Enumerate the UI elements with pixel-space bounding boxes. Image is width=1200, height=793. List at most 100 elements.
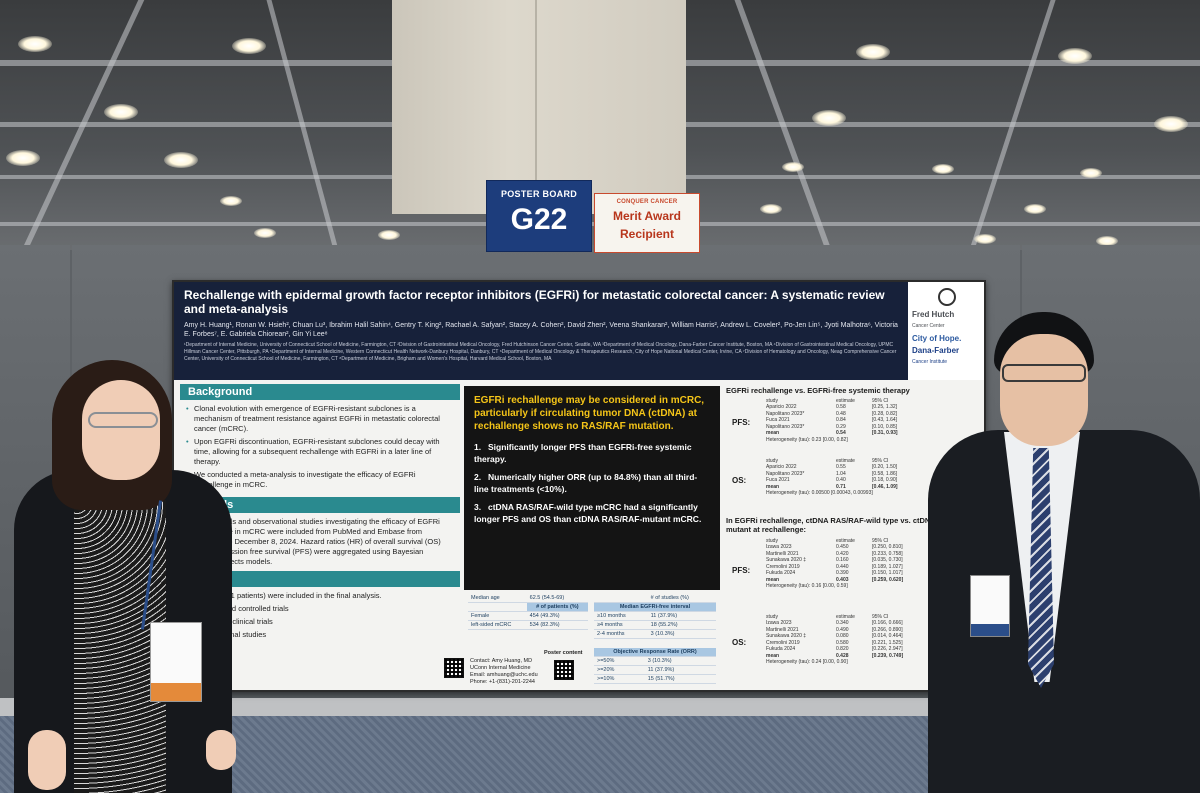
forest-columns: study estimate 95% CI xyxy=(766,398,889,404)
forest-row: Sunakawa 2020 ‡ 0.160 [0.035, 0.730] xyxy=(766,557,903,563)
table-cell: 11 (37.9%) xyxy=(647,611,716,621)
results-item: Single-arm clinical trials xyxy=(186,617,452,627)
ceiling-light xyxy=(1058,48,1092,64)
hand xyxy=(28,730,66,790)
table-cell: Median age xyxy=(468,594,527,603)
heterogeneity-note: Heterogeneity (tau): 0.16 [0.00, 0.59] xyxy=(766,583,848,589)
forest-2-pfs-table: study estimate 95% CI Izawa 2023 0.450 [0.25… xyxy=(766,538,946,590)
floor-trim xyxy=(0,698,1200,720)
contact-block: Contact: Amy Huang, MD UConn Internal Me… xyxy=(470,658,538,686)
forest-1-pfs-label: PFS: xyxy=(732,418,751,427)
forest-row: Martinelli 2021 0.490 [0.266, 0.890] xyxy=(766,626,903,633)
poster-header: Rechallenge with epidermal growth factor… xyxy=(174,282,908,380)
heterogeneity-note: Heterogeneity (tau): 0.00500 [0.00043, 0… xyxy=(766,490,873,496)
forest-row: Fukuda 2024 0.820 [0.226, 2.947] xyxy=(766,646,903,652)
forest-2-heading: In EGFRi rechallenge, ctDNA RAS/RAF-wild… xyxy=(726,516,974,534)
ceiling-light xyxy=(1154,116,1188,132)
ceiling-light xyxy=(974,234,996,244)
hand xyxy=(206,730,236,770)
poster-right-column: EGFRi rechallenge vs. EGFRi-free systemi… xyxy=(726,386,984,690)
results-item: Randomized controlled trials xyxy=(186,604,452,614)
forest-columns: study estimate 95% CI xyxy=(766,458,889,464)
name-badge xyxy=(970,575,1010,637)
table-cell: ≥10 months xyxy=(594,611,648,621)
ceiling-light xyxy=(812,110,846,126)
table-cell: 2-4 months xyxy=(594,629,648,639)
dana-farber-sub: Cancer Institute xyxy=(912,359,948,365)
fred-hutch-sub: Cancer Center xyxy=(912,323,945,329)
table-cell: 11 (37.9%) xyxy=(644,665,716,675)
key-finding-item: 2. Numerically higher ORR (up to 84.8%) t… xyxy=(474,472,698,494)
table-cell: >=50% xyxy=(594,656,645,666)
forest-row: Fuca 2021 0.84 [0.43, 1.64] xyxy=(766,417,898,423)
forest-columns: study estimate 95% CI xyxy=(766,538,889,544)
ceiling-light xyxy=(18,36,52,52)
forest-row: Napolitano 2023* 0.48 [0.28, 0.82] xyxy=(766,410,898,417)
table-header: # of studies (%) xyxy=(647,594,716,603)
merit-award-line2: Recipient xyxy=(619,227,674,241)
results-item: Observational studies xyxy=(186,630,452,640)
ceiling-light xyxy=(254,228,276,238)
glasses-icon xyxy=(1002,364,1086,382)
interval-table: # of studies (%) Median EGFRi-free inter… xyxy=(594,594,716,639)
ceiling-light xyxy=(1024,204,1046,214)
ceiling-light xyxy=(104,104,138,120)
background-bullet: We conducted a meta-analysis to investig… xyxy=(186,470,452,490)
forest-row: mean 0.71 [0.46, 1.09] xyxy=(766,483,898,490)
forest-row: Napolitano 2023* 0.29 [0.10, 0.85] xyxy=(766,423,898,430)
contact-line: Contact: Amy Huang, MD xyxy=(470,658,533,664)
key-findings-box: EGFRi rechallenge may be considered in m… xyxy=(464,386,720,590)
merit-org-logo: CONQUER CANCER xyxy=(616,199,678,205)
background-list: Clonal evolution with emergence of EGFRi… xyxy=(180,400,460,495)
background-heading: Background xyxy=(180,384,460,400)
forest-1-os-label: OS: xyxy=(732,476,747,485)
forest-row: Fuca 2021 0.40 [0.18, 0.90] xyxy=(766,477,898,483)
uconn-seal-icon xyxy=(938,288,956,306)
merit-award-line1: Merit Award xyxy=(612,209,681,223)
fred-hutch-logo: Fred Hutch xyxy=(912,310,955,319)
poster-authors: Amy H. Huang¹, Ronan W. Hsieh², Chuan Lu… xyxy=(184,322,898,338)
poster-middle-column: EGFRi rechallenge may be considered in m… xyxy=(464,386,722,690)
forest-row: Cremolini 2019 0.580 [0.221, 1.525] xyxy=(766,639,903,646)
institution-logos: Fred Hutch Cancer Center City of Hope. D… xyxy=(908,282,984,380)
contact-line: UConn Internal Medicine xyxy=(470,665,531,671)
forest-row: Sunakawa 2020 ‡ 0.080 [0.014, 0.464] xyxy=(766,633,903,639)
name-badge xyxy=(150,622,202,702)
poster-content-label: Poster content xyxy=(544,650,583,656)
forest-2-os-label: OS: xyxy=(732,638,747,647)
forest-row: Izawa 2023 0.340 [0.166, 0.666] xyxy=(766,620,903,626)
ceiling-light xyxy=(760,204,782,214)
heterogeneity-note: Heterogeneity (tau): 0.23 [0.00, 0.82] xyxy=(766,436,848,443)
table-cell: left-sided mCRC xyxy=(468,620,527,630)
forest-row: Martinelli 2021 0.420 [0.233, 0.758] xyxy=(766,550,903,557)
forest-row: Aparicio 2022 0.55 [0.20, 1.50] xyxy=(766,464,898,470)
forest-1-heading: EGFRi rechallenge vs. EGFRi-free systemi… xyxy=(726,386,910,395)
orr-table: Objective Response Rate (ORR) >=50% 3 (10… xyxy=(594,648,716,684)
background-bullet: Upon EGFRi discontinuation, EGFRi-resist… xyxy=(186,437,452,467)
forest-1-pfs-table: study estimate 95% CI Aparicio 2022 0.58 [0.… xyxy=(766,398,946,443)
contact-phone: Phone: +1-(831)-201-2244 xyxy=(470,679,535,685)
pillar-seam xyxy=(535,0,537,214)
poster-board-label: POSTER BOARD xyxy=(500,189,578,199)
table-cell: 454 (49.3%) xyxy=(526,611,588,621)
key-findings-list: 1. Significantly longer PFS than EGFRi-fr… xyxy=(474,441,710,525)
forest-row: Izawa 2023 0.450 [0.250, 0.810] xyxy=(766,544,903,550)
forest-2-pfs-label: PFS: xyxy=(732,566,751,575)
city-of-hope-logo: City of Hope. xyxy=(912,334,962,343)
background-bullet: Clonal evolution with emergence of EGFRi… xyxy=(186,404,452,434)
forest-row: Cremolini 2019 0.440 [0.189, 1.027] xyxy=(766,563,903,570)
ceiling-light xyxy=(164,152,198,168)
forest-columns: study estimate 95% CI xyxy=(766,614,889,620)
forest-row: mean 0.54 [0.31, 0.93] xyxy=(766,430,898,436)
contact-email: Email: amhuang@uchc.edu xyxy=(470,672,538,678)
research-poster: Rechallenge with epidermal growth factor… xyxy=(172,280,986,692)
forest-row: Aparicio 2022 0.58 [0.25, 1.32] xyxy=(766,404,898,410)
concrete-pillar xyxy=(392,0,686,214)
glasses-icon xyxy=(88,412,158,428)
table-header: # of patients (%) xyxy=(526,602,588,612)
forest-row: Napolitano 2023* 1.04 [0.58, 1.86] xyxy=(766,470,898,477)
ceiling-light xyxy=(232,38,266,54)
heterogeneity-note: Heterogeneity (tau): 0.24 [0.00, 0.90] xyxy=(766,659,848,665)
results-item: studies (921 patients) were included in … xyxy=(186,591,452,601)
poster-affiliations: ¹Department of Internal Medicine, Univer… xyxy=(184,342,897,362)
